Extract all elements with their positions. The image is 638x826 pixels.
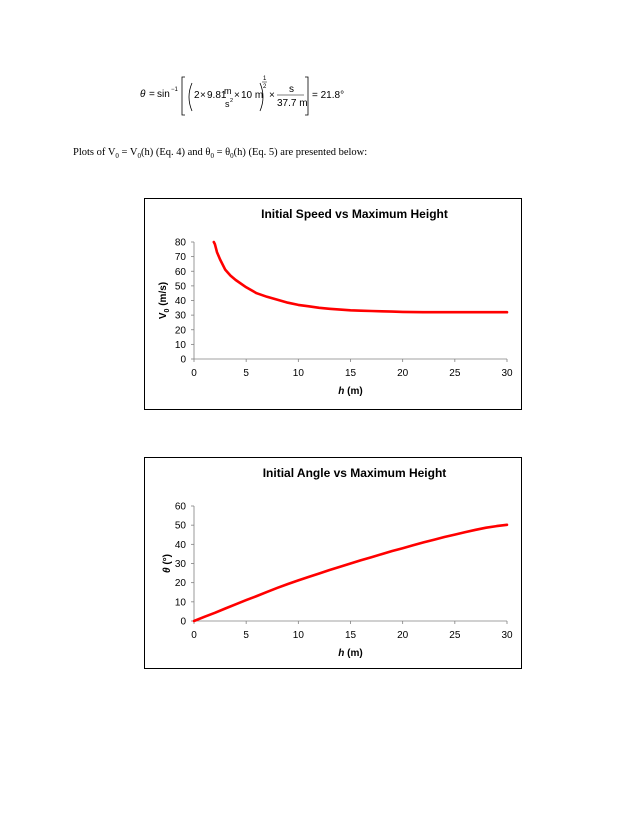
eq-theta: θ <box>140 89 146 100</box>
angle-chart: Initial Angle vs Maximum Height 0 5 10 15 20 2… <box>162 466 513 659</box>
y-tick-label: 20 <box>175 578 187 589</box>
y-tick-label: 80 <box>175 238 187 249</box>
x-tick-label: 15 <box>345 368 357 379</box>
eq-result: = 21.8° <box>312 90 344 101</box>
series-line-2-1 <box>192 523 509 623</box>
eq-times3: × <box>269 90 275 101</box>
x-tick-label: 30 <box>501 368 513 379</box>
x-tick-label: 0 <box>191 630 197 641</box>
equation: θ = sin −1 2 × 9.81 m s 2 × 10 m 1 2 × s… <box>140 76 344 116</box>
eq-times1: × <box>200 90 206 101</box>
y-tick-label: 60 <box>175 502 187 513</box>
x-tick-label: 10 <box>293 368 305 379</box>
angle-chart-frame: Initial Angle vs Maximum Height 0 5 10 15 20 2… <box>144 457 522 669</box>
x-tick-label: 10 <box>293 630 305 641</box>
y-axis-label: V0 (m/s) <box>158 282 171 319</box>
y-axis-label: θ (°) <box>162 554 173 573</box>
eq-unit-num: m <box>224 86 232 96</box>
eq-exp-num: 1 <box>263 76 267 82</box>
x-tick-label: 5 <box>243 630 249 641</box>
plots-caption: Plots of V0 = V0(h) (Eq. 4) and θ0 = θ0(… <box>73 147 368 161</box>
y-tick-label: 30 <box>175 311 187 322</box>
left-square-bracket <box>181 76 185 116</box>
x-tick-label: 15 <box>345 630 357 641</box>
x-tick-label: 20 <box>397 630 409 641</box>
x-tick-label: 5 <box>243 368 249 379</box>
eq-inverse: −1 <box>171 87 179 93</box>
x-axis-label: h (m) <box>338 648 362 659</box>
x-tick-label: 30 <box>501 630 513 641</box>
eq-exp-den: 2 <box>263 84 267 90</box>
y-tick-label: 60 <box>175 267 187 278</box>
y-tick-label: 50 <box>175 521 187 532</box>
x-axis-label: h (m) <box>338 386 362 397</box>
y-tick-label: 0 <box>180 355 186 366</box>
y-tick-label: 10 <box>175 340 187 351</box>
eq-unit-den: s <box>225 99 230 109</box>
eq-times2: × <box>234 90 240 101</box>
y-tick-label: 20 <box>175 325 187 336</box>
y-tick-label: 70 <box>175 252 187 263</box>
y-tick-label: 40 <box>175 540 187 551</box>
speed-chart-frame: Initial Speed vs Maximum Height 0 5 10 15 20 2… <box>144 198 522 410</box>
chart-title: Initial Speed vs Maximum Height <box>261 207 448 221</box>
eq-equals: = <box>149 89 155 100</box>
eq-sin: sin <box>157 89 170 100</box>
right-square-bracket <box>305 76 309 116</box>
eq-unit-den-exp: 2 <box>230 98 233 104</box>
y-tick-label: 0 <box>180 617 186 628</box>
y-tick-label: 30 <box>175 559 187 570</box>
series-line-1-1 <box>212 240 509 314</box>
eq-frac-den: 37.7 m <box>277 98 308 109</box>
x-tick-label: 25 <box>449 630 461 641</box>
y-tick-label: 10 <box>175 597 187 608</box>
y-tick-label: 40 <box>175 296 187 307</box>
x-tick-label: 20 <box>397 368 409 379</box>
x-tick-label: 0 <box>191 368 197 379</box>
x-tick-label: 25 <box>449 368 461 379</box>
y-tick-label: 50 <box>175 281 187 292</box>
left-paren <box>188 82 193 112</box>
right-paren <box>259 82 264 112</box>
eq-g: 9.81 <box>207 90 227 101</box>
eq-h: 10 m <box>241 90 263 101</box>
speed-chart: Initial Speed vs Maximum Height 0 5 10 15 20 2… <box>158 207 513 397</box>
eq-frac-num: s <box>289 84 294 95</box>
chart-title: Initial Angle vs Maximum Height <box>263 466 447 480</box>
eq-two: 2 <box>194 90 200 101</box>
